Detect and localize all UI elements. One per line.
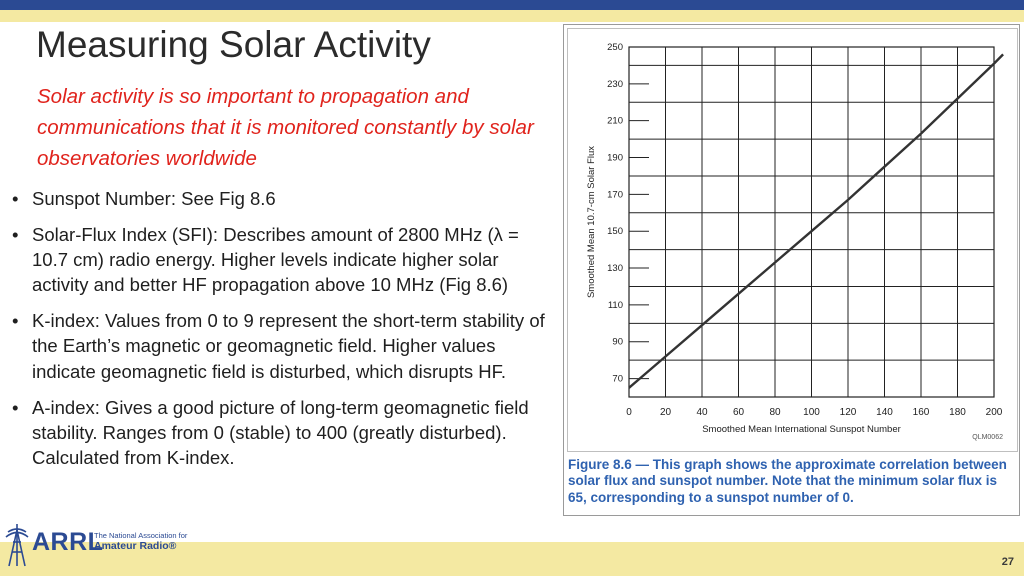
x-tick-label: 160 bbox=[913, 407, 930, 418]
x-tick-label: 100 bbox=[803, 407, 820, 418]
logo-wordmark: ARRL bbox=[32, 528, 104, 556]
y-tick-label: 230 bbox=[607, 79, 623, 90]
bullet-text: A-index: Gives a good picture of long-te… bbox=[32, 396, 529, 469]
y-tick-label: 250 bbox=[607, 42, 623, 53]
slide-subtitle: Solar activity is so important to propag… bbox=[37, 85, 534, 170]
antenna-tower-icon bbox=[5, 524, 29, 567]
bullet-text: Solar-Flux Index (SFI): Describes amount… bbox=[32, 223, 519, 296]
y-tick-label: 110 bbox=[608, 300, 623, 311]
slide-title: Measuring Solar Activity bbox=[36, 24, 431, 65]
x-tick-label: 20 bbox=[660, 407, 672, 418]
accent-stripe bbox=[0, 10, 1024, 22]
footer-band bbox=[0, 542, 1024, 576]
x-axis-label: Smoothed Mean International Sunspot Numb… bbox=[702, 424, 901, 435]
y-tick-label: 150 bbox=[607, 226, 623, 237]
x-tick-label: 120 bbox=[840, 407, 857, 418]
bullet-item: • K-index: Values from 0 to 9 represent t… bbox=[12, 308, 552, 384]
arrl-logo: ARRL The National Association for Amateu… bbox=[4, 522, 187, 568]
bullet-marker: • bbox=[12, 188, 19, 209]
logo-tagline-small: The National Association for bbox=[94, 531, 188, 540]
y-tick-label: 190 bbox=[607, 153, 623, 164]
bullet-list: • Sunspot Number: See Fig 8.6 • Solar-Flux… bbox=[12, 186, 552, 481]
x-tick-label: 40 bbox=[696, 407, 708, 418]
bullet-marker: • bbox=[12, 223, 19, 245]
x-tick-label: 0 bbox=[626, 407, 632, 418]
figure-caption: Figure 8.6 — This graph shows the approx… bbox=[568, 457, 1007, 505]
figure-code: QLM0062 bbox=[972, 434, 1003, 441]
bullet-marker: • bbox=[12, 310, 19, 332]
x-tick-label: 140 bbox=[876, 407, 893, 418]
bullet-item: • Sunspot Number: See Fig 8.6 bbox=[12, 186, 552, 211]
bullet-text: K-index: Values from 0 to 9 represent th… bbox=[32, 310, 545, 382]
y-tick-label: 130 bbox=[607, 263, 623, 274]
chart-box bbox=[567, 28, 1018, 452]
x-tick-label: 180 bbox=[949, 407, 966, 418]
x-tick-label: 60 bbox=[733, 407, 745, 418]
y-tick-label: 90 bbox=[612, 337, 623, 348]
x-tick-label: 200 bbox=[986, 407, 1003, 418]
title-bar-stripe bbox=[0, 0, 1024, 10]
x-tick-label: 80 bbox=[769, 407, 781, 418]
y-tick-label: 170 bbox=[607, 189, 623, 200]
logo-tagline: Amateur Radio® bbox=[94, 540, 177, 552]
y-tick-label: 70 bbox=[612, 374, 623, 385]
page-number: 27 bbox=[1001, 556, 1014, 568]
series-line bbox=[628, 53, 1004, 389]
bullet-text: Sunspot Number: See Fig 8.6 bbox=[32, 188, 276, 209]
bullet-marker: • bbox=[12, 396, 19, 418]
y-tick-label: 210 bbox=[607, 116, 623, 127]
bullet-item: • A-index: Gives a good picture of long-t… bbox=[12, 395, 552, 471]
bullet-item: • Solar-Flux Index (SFI): Describes amoun… bbox=[12, 222, 552, 298]
y-axis-label: Smoothed Mean 10.7-cm Solar Flux bbox=[586, 146, 597, 298]
